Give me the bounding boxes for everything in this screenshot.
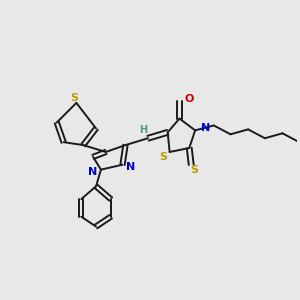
Text: N: N bbox=[126, 162, 136, 172]
Text: N: N bbox=[201, 123, 210, 134]
Text: N: N bbox=[88, 167, 97, 177]
Text: S: S bbox=[190, 165, 198, 175]
Text: H: H bbox=[139, 125, 147, 135]
Text: S: S bbox=[159, 152, 167, 162]
Text: O: O bbox=[184, 94, 194, 104]
Text: S: S bbox=[70, 93, 78, 103]
